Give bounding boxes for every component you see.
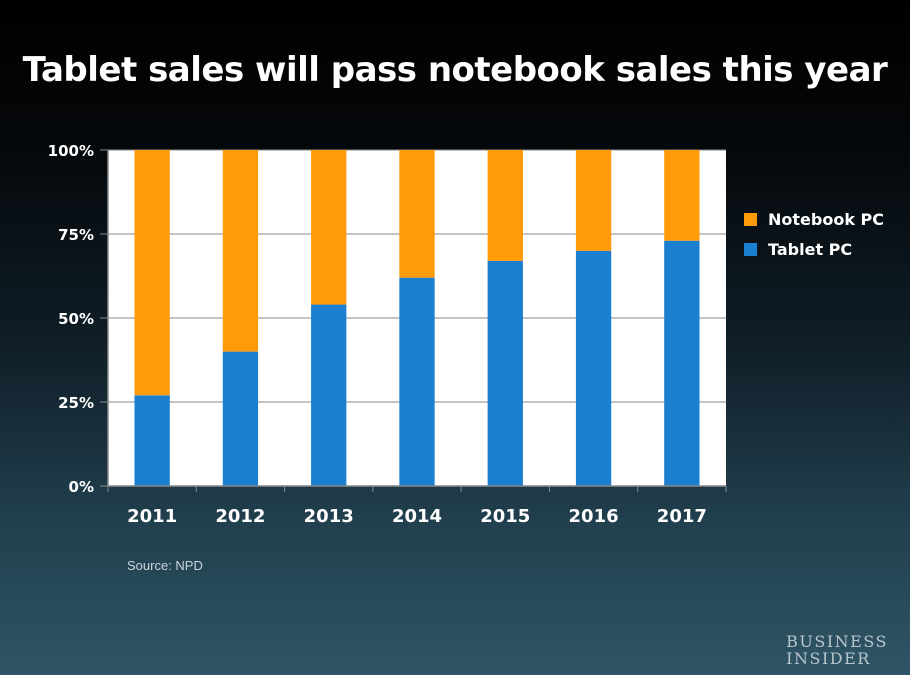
bar-notebook-pc-2017	[664, 150, 700, 241]
legend-swatch	[744, 243, 757, 256]
bar-notebook-pc-2013	[311, 150, 347, 305]
bar-tablet-pc-2014	[399, 277, 435, 486]
business-insider-logo: BUSINESS INSIDER	[786, 633, 888, 667]
y-tick-label: 75%	[58, 226, 94, 244]
bar-tablet-pc-2016	[575, 250, 612, 486]
bar-tablet-pc-2011	[134, 395, 170, 486]
bar-notebook-pc-2016	[575, 150, 612, 251]
logo-line-1: BUSINESS	[786, 632, 888, 651]
bar-tablet-pc-2015	[487, 260, 523, 486]
x-tick-label: 2015	[480, 506, 530, 527]
bar-tablet-pc-2017	[664, 240, 700, 486]
logo-line-2: INSIDER	[786, 649, 871, 668]
plot-area: 0% 25% 50% 75% 100% 2011 2012 2013 2014 2015 2016 2…	[48, 142, 727, 527]
x-tick-label: 2011	[127, 506, 177, 527]
x-tick-label: 2017	[657, 506, 707, 527]
bar-tablet-pc-2012	[222, 351, 259, 486]
y-tick-label: 50%	[58, 310, 94, 328]
x-tick-label: 2014	[392, 506, 442, 527]
x-tick-label: 2012	[215, 506, 265, 527]
bar-notebook-pc-2014	[399, 150, 435, 278]
bar-notebook-pc-2012	[222, 150, 259, 352]
bar-tablet-pc-2013	[311, 304, 347, 486]
legend-label: Notebook PC	[768, 210, 884, 229]
legend-swatch	[744, 213, 757, 226]
chart-title: Tablet sales will pass notebook sales th…	[22, 50, 888, 90]
y-tick-label: 25%	[58, 394, 94, 412]
legend: Notebook PC Tablet PC	[744, 210, 884, 259]
bar-notebook-pc-2011	[134, 150, 170, 396]
x-tick-label: 2016	[569, 506, 619, 527]
legend-label: Tablet PC	[768, 240, 852, 259]
y-tick-label: 0%	[69, 478, 94, 496]
bar-notebook-pc-2015	[487, 150, 523, 261]
x-tick-label: 2013	[304, 506, 354, 527]
y-tick-label: 100%	[48, 142, 94, 160]
source-note: Source: NPD	[127, 558, 203, 573]
